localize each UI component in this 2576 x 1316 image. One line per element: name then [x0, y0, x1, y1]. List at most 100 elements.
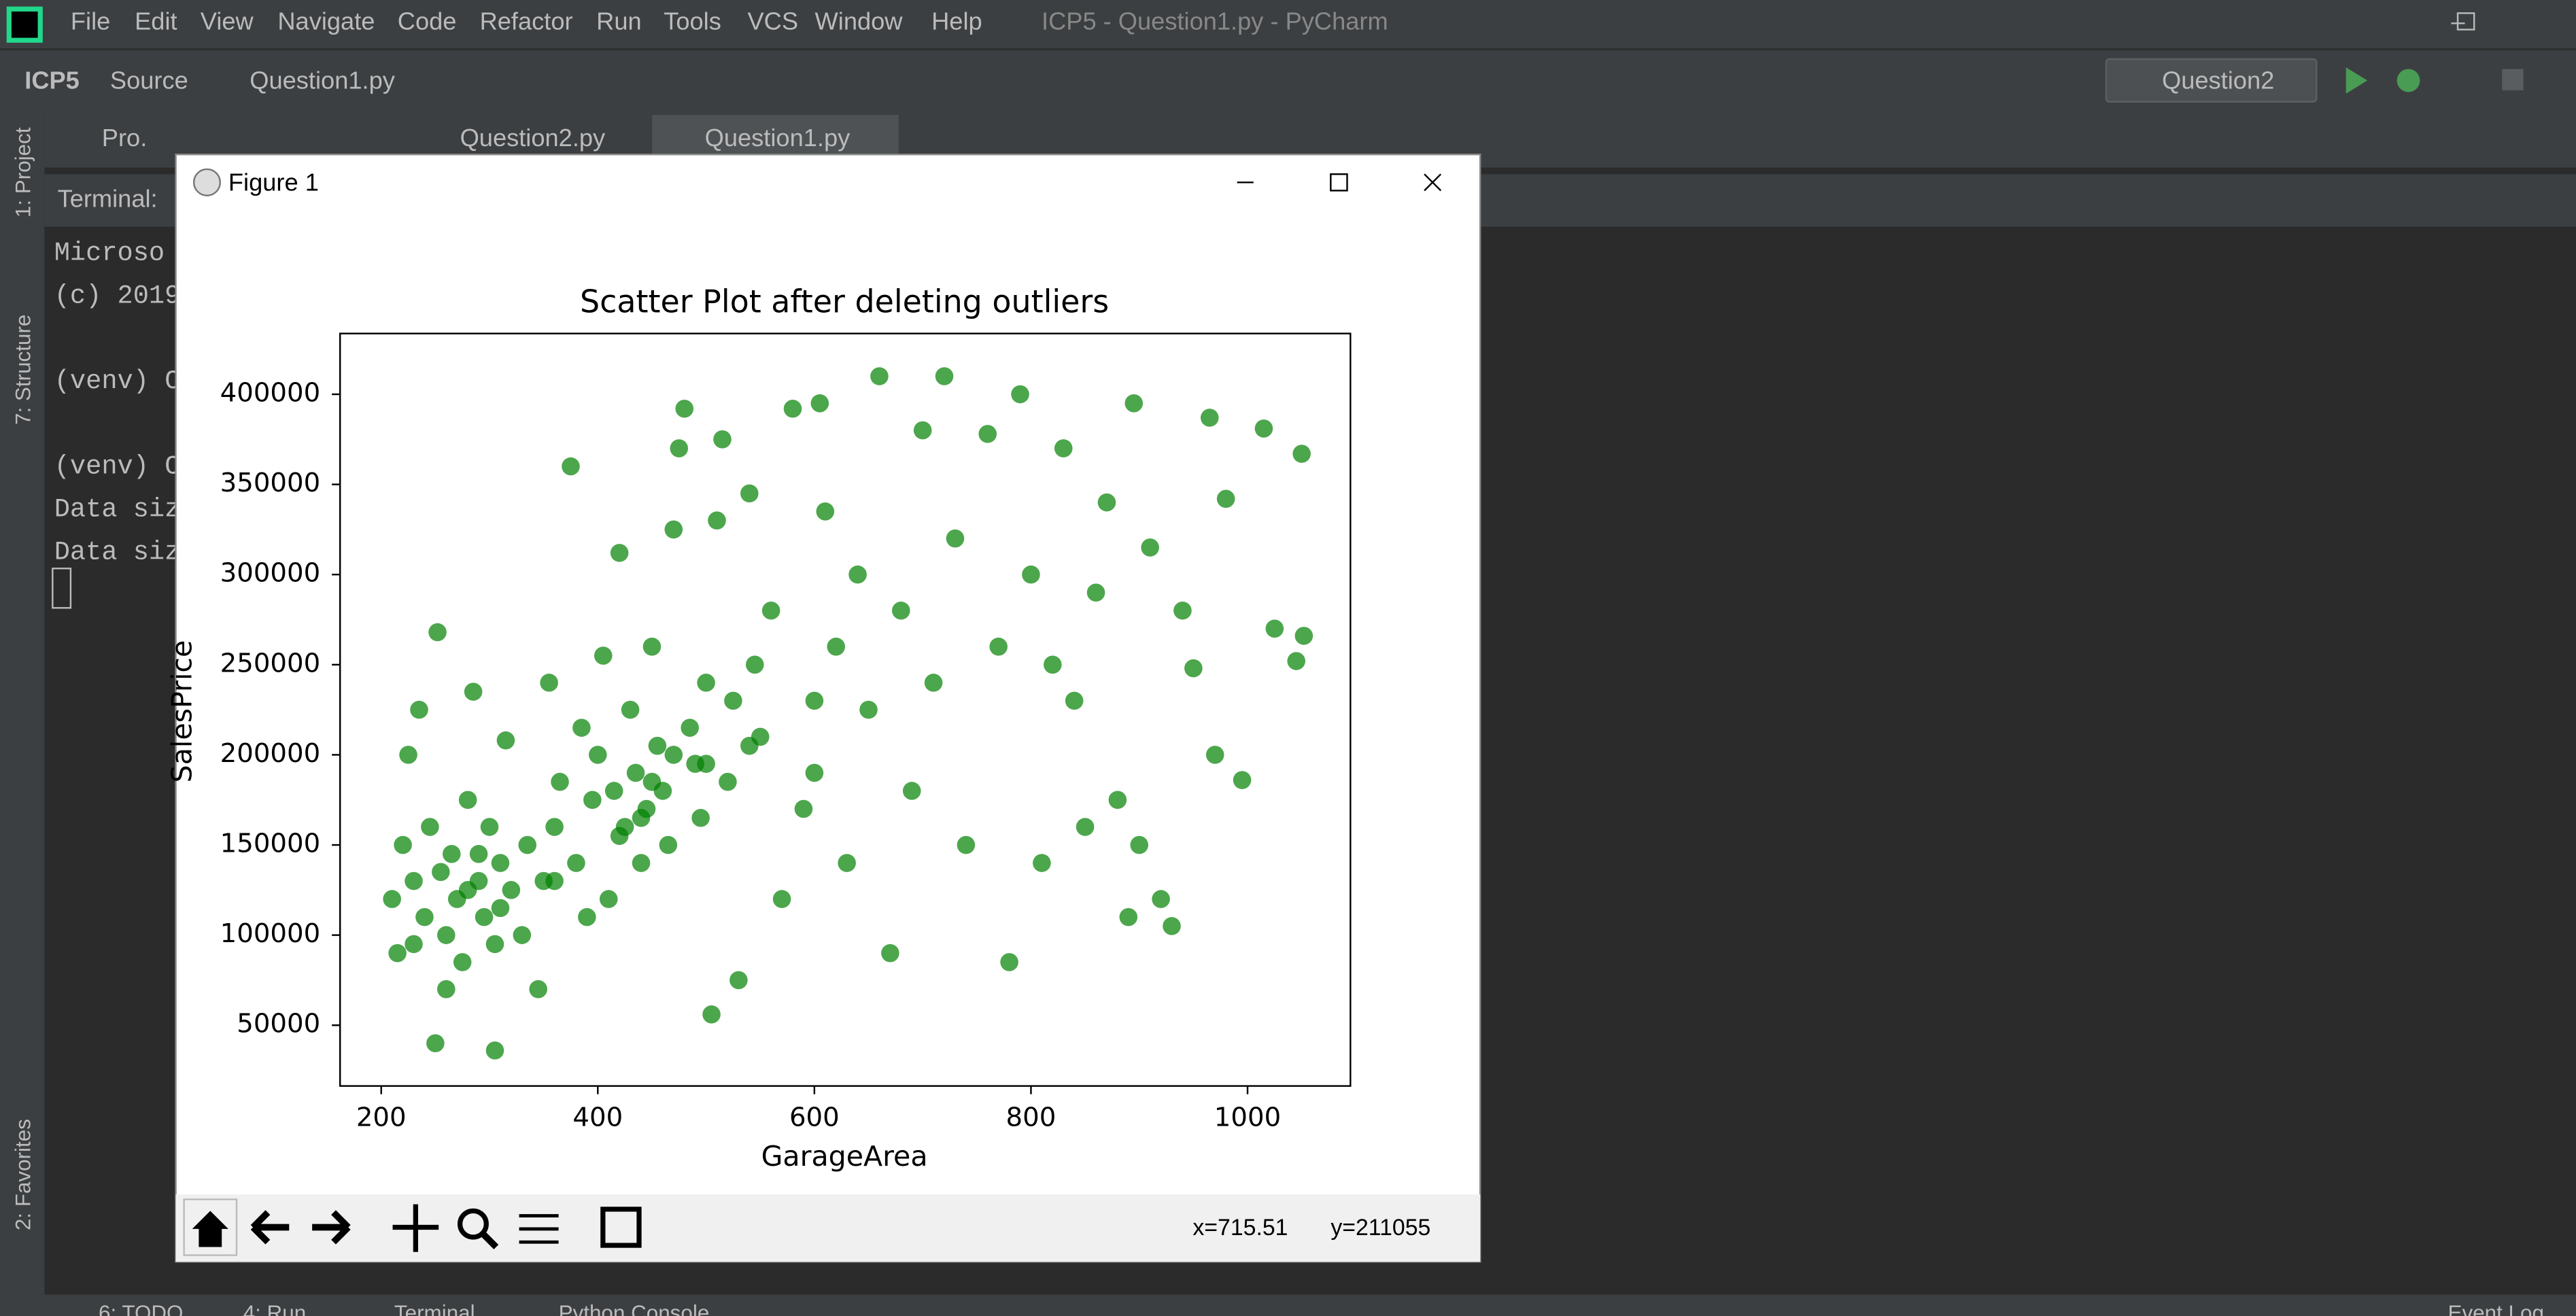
point — [664, 746, 683, 764]
point — [485, 1041, 504, 1060]
point — [610, 827, 629, 846]
point — [1152, 890, 1170, 908]
menu-item[interactable]: VCS — [747, 7, 798, 35]
y-tick-label: 400000 — [220, 378, 321, 409]
restore[interactable] — [2456, 12, 2475, 31]
point — [415, 907, 434, 927]
menu-item[interactable]: Navigate — [277, 7, 375, 35]
menu-item[interactable]: Edit — [135, 7, 177, 35]
status-y: y=211055 — [1330, 1215, 1430, 1241]
point — [902, 782, 921, 800]
zoom-button[interactable] — [457, 1208, 489, 1240]
menu-item[interactable]: Help — [931, 7, 982, 35]
point — [664, 520, 683, 539]
fig-maximize[interactable] — [1330, 173, 1348, 192]
app-icon-inner — [11, 11, 38, 38]
point — [805, 691, 824, 710]
point — [491, 899, 510, 918]
point — [491, 854, 510, 872]
save-button[interactable] — [600, 1207, 642, 1248]
menu-item[interactable]: View — [201, 7, 254, 35]
point — [816, 502, 835, 521]
x-tick-label: 1000 — [1214, 1102, 1281, 1132]
point — [848, 565, 867, 584]
point — [485, 935, 504, 954]
menu-item[interactable]: Code — [398, 7, 457, 35]
point — [632, 808, 651, 827]
point — [545, 871, 564, 890]
point — [708, 511, 726, 530]
point — [626, 763, 645, 782]
y-tick-label: 300000 — [220, 558, 321, 589]
point — [529, 980, 547, 999]
point — [681, 718, 699, 737]
point — [475, 907, 494, 927]
point — [870, 367, 889, 385]
terminal-line: (c) 2019 — [54, 281, 181, 311]
run-config-box[interactable] — [2105, 58, 2318, 103]
point — [978, 425, 997, 443]
y-tick-label: 200000 — [220, 738, 321, 769]
menu-item[interactable]: Refactor — [480, 7, 573, 35]
side-tab[interactable]: 7: Structure — [12, 315, 35, 425]
menu-item[interactable]: Window — [815, 7, 904, 35]
x-tick-label: 200 — [356, 1102, 407, 1132]
side-tab[interactable]: 1: Project — [12, 127, 35, 218]
point — [1076, 818, 1095, 836]
point — [458, 791, 477, 810]
point — [1054, 439, 1073, 457]
side-tab[interactable]: 2: Favorites — [12, 1119, 35, 1230]
point — [1097, 493, 1116, 512]
cursor — [52, 568, 72, 609]
point — [1265, 619, 1284, 638]
home-icon — [192, 1211, 228, 1247]
bottom-tab[interactable]: 4: Run — [243, 1301, 307, 1316]
point — [405, 935, 423, 954]
bottom-tab[interactable]: Python Console — [559, 1301, 710, 1316]
point — [1141, 538, 1159, 557]
bottom-tab[interactable]: Terminal — [394, 1301, 475, 1316]
axes-frame — [339, 332, 1352, 1087]
window-title: ICP5 - Question1.py - PyCharm — [1042, 7, 1388, 35]
pan-button[interactable] — [392, 1204, 439, 1252]
point — [1200, 409, 1219, 427]
point — [935, 367, 954, 385]
terminal-line: Microso — [54, 238, 165, 268]
x-axis-label: GarageArea — [761, 1140, 928, 1173]
point — [642, 638, 662, 656]
debug-button[interactable] — [2397, 69, 2420, 92]
menu-item[interactable]: Tools — [664, 7, 721, 35]
status-x: x=715.51 — [1192, 1215, 1288, 1241]
menu-item[interactable]: Run — [596, 7, 641, 35]
editor-tab[interactable]: Question1.py — [705, 124, 851, 152]
back-button[interactable] — [250, 1210, 290, 1245]
bottom-tab[interactable]: Event Log — [2448, 1301, 2544, 1316]
chart-title: Scatter Plot after deleting outliers — [580, 283, 1109, 320]
x-tick-label: 600 — [789, 1102, 840, 1132]
point — [892, 601, 910, 620]
zoom-handle — [481, 1231, 499, 1249]
point — [496, 731, 515, 750]
point — [1000, 953, 1018, 971]
point — [729, 971, 748, 990]
menu-item[interactable]: File — [71, 7, 110, 35]
point — [428, 623, 447, 642]
point — [810, 394, 829, 413]
point — [697, 755, 715, 773]
breadcrumb: Source — [110, 66, 188, 94]
forward-button[interactable] — [312, 1210, 351, 1245]
figure-frame — [175, 153, 1481, 1263]
config-button[interactable] — [519, 1214, 559, 1244]
point — [480, 818, 499, 836]
point — [946, 529, 965, 548]
bottom-tab[interactable]: 6: TODO — [99, 1301, 184, 1316]
fig-close[interactable] — [1424, 173, 1442, 192]
point — [827, 638, 846, 656]
editor-tab[interactable]: Question2.py — [460, 124, 606, 152]
stop-button[interactable] — [2502, 69, 2524, 90]
point — [675, 399, 694, 418]
point — [648, 736, 667, 755]
point — [740, 484, 759, 503]
point — [1044, 655, 1062, 674]
run-button[interactable] — [2346, 67, 2368, 94]
